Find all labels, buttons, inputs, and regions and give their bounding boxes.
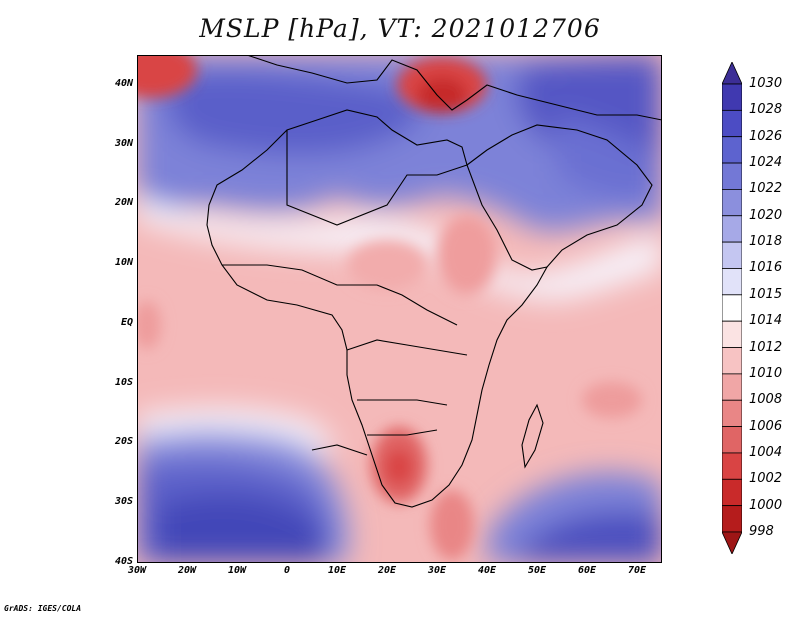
- colorbar-segment: [722, 505, 742, 533]
- colorbar-segment: [722, 347, 742, 375]
- pressure-colorbar: [722, 62, 742, 554]
- lon-tick-label: 50E: [527, 565, 547, 576]
- credit-text: GrADS: IGES/COLA: [4, 604, 82, 613]
- colorbar-top-triangle: [722, 62, 742, 85]
- colorbar-segment: [722, 268, 742, 296]
- lon-tick-label: 60E: [577, 565, 597, 576]
- lat-tick-label: 40N: [114, 77, 133, 89]
- lat-tick-label: EQ: [120, 316, 133, 328]
- colorbar-segment: [722, 452, 742, 480]
- pressure-map: [137, 55, 662, 563]
- colorbar-segment: [722, 215, 742, 243]
- colorbar-label: 1016: [749, 260, 783, 276]
- lon-tick-label: 70E: [627, 565, 647, 576]
- colorbar-bottom-triangle: [722, 531, 742, 554]
- lon-tick-label: 20E: [377, 565, 397, 576]
- colorbar-segment: [722, 83, 742, 111]
- lat-tick-label: 30N: [114, 137, 133, 149]
- colorbar-label: 1012: [749, 339, 783, 355]
- colorbar-segment: [722, 373, 742, 401]
- colorbar-label: 1010: [749, 365, 783, 381]
- colorbar-label: 1018: [749, 234, 783, 250]
- colorbar-segment: [722, 136, 742, 164]
- colorbar-segment: [722, 399, 742, 427]
- colorbar-label: 1028: [749, 102, 783, 118]
- lon-tick-label: 20W: [177, 565, 197, 576]
- lat-tick-label: 20N: [114, 197, 133, 209]
- colorbar-segment: [722, 189, 742, 217]
- colorbar-label: 1008: [749, 392, 783, 408]
- colorbar-label: 1026: [749, 128, 783, 144]
- colorbar-label: 1006: [749, 418, 783, 434]
- colorbar-segment: [722, 241, 742, 269]
- colorbar-label: 1002: [749, 471, 783, 487]
- lon-tick-label: 0: [283, 565, 291, 576]
- lat-tick-label: 20S: [114, 436, 133, 448]
- colorbar-segment: [722, 478, 742, 507]
- colorbar-label: 1014: [749, 313, 783, 329]
- lat-tick-label: 30S: [114, 496, 133, 508]
- colorbar-label: 1000: [749, 497, 783, 513]
- lon-tick-label: 30E: [427, 565, 447, 576]
- colorbar-label: 998: [749, 524, 774, 539]
- lat-tick-label: 10S: [114, 376, 133, 388]
- colorbar-label: 1015: [749, 286, 783, 302]
- lat-tick-label: 10N: [114, 257, 133, 269]
- lat-tick-label: 40S: [114, 556, 133, 567]
- lon-tick-label: 40E: [477, 565, 497, 576]
- colorbar-segment: [722, 320, 742, 348]
- colorbar-label: 1030: [749, 76, 783, 91]
- colorbar-segment: [722, 426, 742, 454]
- colorbar-segment: [722, 294, 742, 322]
- colorbar-label: 1020: [749, 207, 783, 223]
- colorbar-label: 1004: [749, 444, 783, 460]
- lon-tick-label: 10E: [327, 565, 347, 576]
- colorbar-segment: [722, 109, 742, 138]
- lon-tick-label: 10W: [227, 565, 247, 576]
- lon-tick-label: 30W: [127, 565, 147, 576]
- colorbar-label: 1024: [749, 155, 783, 171]
- colorbar-label: 1022: [749, 181, 783, 197]
- map-title: MSLP [hPa], VT: 2021012706: [199, 14, 601, 43]
- colorbar-segment: [722, 162, 742, 190]
